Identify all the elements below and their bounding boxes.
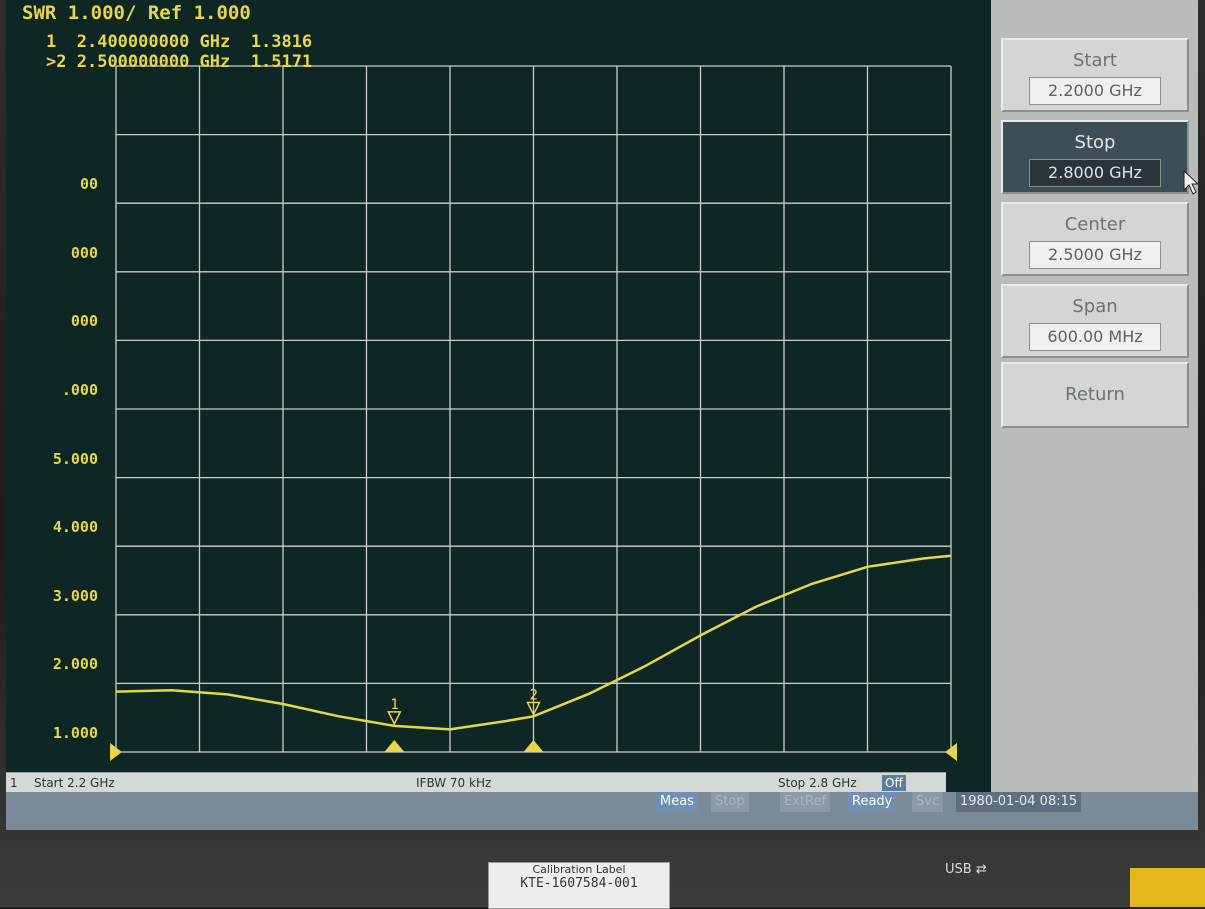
y-tick-label: .000 — [6, 381, 98, 399]
calibration-sticker-id: KTE-1607584-001 — [489, 877, 669, 891]
usb-icon: ⇄ — [976, 862, 987, 877]
extref-indicator: ExtRef — [780, 792, 830, 812]
softkey-stop[interactable]: Stop 2.8000 GHz — [1001, 120, 1189, 194]
marker-value: 1.3816 — [251, 32, 312, 52]
y-tick-label: 00 — [6, 175, 98, 193]
softkey-label: Start — [1003, 50, 1187, 71]
softkey-start[interactable]: Start 2.2000 GHz — [1001, 38, 1189, 112]
meas-indicator: Meas — [656, 792, 698, 812]
softkey-center[interactable]: Center 2.5000 GHz — [1001, 202, 1189, 276]
system-status-bar: Meas Stop ExtRef Ready Svc 1980-01-04 08… — [6, 792, 1198, 830]
y-tick-label: 4.000 — [6, 518, 98, 536]
marker-readout-2: >2 2.500000000 GHz 1.5171 — [46, 52, 312, 72]
softkey-panel: Start 2.2000 GHz Stop 2.8000 GHz Center … — [991, 0, 1198, 792]
softkey-label: Stop — [1003, 132, 1187, 153]
ifbw-label: IFBW 70 kHz — [416, 773, 491, 793]
mouse-cursor-icon — [1183, 170, 1198, 196]
datetime-display: 1980-01-04 08:15 — [956, 792, 1081, 812]
calibration-sticker: Calibration Label KTE-1607584-001 — [488, 862, 670, 909]
marker-id: 1 — [46, 32, 56, 52]
marker-frequency: 2.500000000 GHz — [77, 52, 231, 72]
marker-1-symbol[interactable] — [388, 712, 400, 724]
channel-number: 1 — [10, 773, 18, 793]
start-frequency-label: Start 2.2 GHz — [34, 773, 115, 793]
plot-svg: 12 — [6, 26, 1026, 766]
y-tick-label: 000 — [6, 312, 98, 330]
marker-2-stimulus-marker — [524, 740, 544, 752]
status-bar: 1 Start 2.2 GHz IFBW 70 kHz Stop 2.8 GHz… — [6, 772, 946, 793]
calibration-sticker-title: Calibration Label — [489, 863, 669, 877]
trace-title: SWR 1.000/ Ref 1.000 — [6, 0, 1042, 26]
softkey-return[interactable]: Return — [1001, 362, 1189, 428]
usb-port-label: USB ⇄ — [945, 862, 987, 877]
softkey-label: Center — [1003, 214, 1187, 235]
y-tick-label: 000 — [6, 244, 98, 262]
y-tick-label: 2.000 — [6, 655, 98, 673]
analyzer-screen: SWR 1.000/ Ref 1.000 12 1 2.400000000 GH… — [6, 0, 1198, 830]
softkey-label: Span — [1003, 296, 1187, 317]
stop-indicator: Stop — [711, 792, 749, 812]
marker-id: >2 — [46, 52, 66, 72]
marker-value: 1.5171 — [251, 52, 312, 72]
marker-readout-1: 1 2.400000000 GHz 1.3816 — [46, 32, 312, 52]
y-tick-label: 5.000 — [6, 450, 98, 468]
y-tick-label: 1.000 — [6, 724, 98, 742]
marker-1-label: 1 — [390, 697, 398, 713]
softkey-value[interactable]: 600.00 MHz — [1029, 323, 1161, 351]
off-badge[interactable]: Off — [882, 775, 906, 791]
softkey-value[interactable]: 2.5000 GHz — [1029, 241, 1161, 269]
softkey-label: Return — [1003, 384, 1187, 405]
marker-frequency: 2.400000000 GHz — [77, 32, 231, 52]
softkey-span[interactable]: Span 600.00 MHz — [1001, 284, 1189, 358]
marker-2-label: 2 — [530, 688, 538, 704]
marker-1-stimulus-marker — [384, 740, 404, 752]
softkey-value[interactable]: 2.8000 GHz — [1029, 159, 1161, 187]
y-tick-label: 3.000 — [6, 587, 98, 605]
ready-indicator: Ready — [848, 792, 896, 812]
usb-text: USB — [945, 862, 972, 877]
svc-indicator: Svc — [912, 792, 943, 812]
softkey-value[interactable]: 2.2000 GHz — [1029, 77, 1161, 105]
warning-sticker — [1130, 868, 1205, 907]
plot-area: 12 1 2.400000000 GHz 1.3816 >2 2.5000000… — [6, 26, 1026, 766]
stop-frequency-label: Stop 2.8 GHz — [778, 773, 857, 793]
